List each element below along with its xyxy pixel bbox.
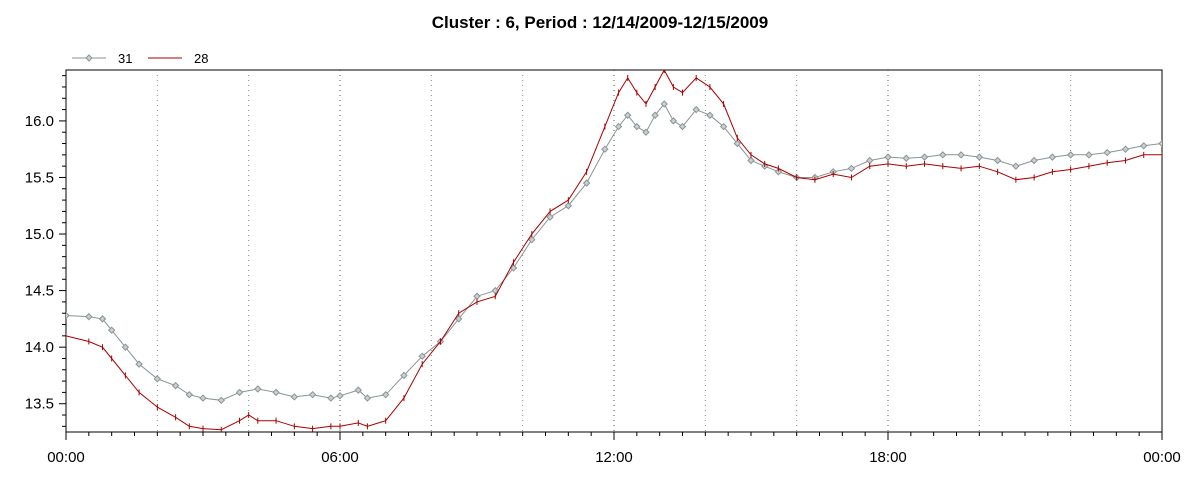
data-point: [185, 390, 194, 399]
data-point: [669, 117, 678, 125]
data-point: [1158, 139, 1162, 148]
data-point: [98, 315, 107, 323]
data-point: [633, 122, 641, 131]
data-point: [993, 156, 1002, 165]
y-tick-label: 16.0: [25, 113, 54, 130]
data-point: [418, 352, 426, 360]
data-point: [1103, 148, 1111, 157]
data-point: [199, 394, 207, 402]
data-point: [582, 179, 591, 187]
x-tick-label: 00:00: [1143, 449, 1181, 466]
chart-title: Cluster : 6, Period : 12/14/2009-12/15/2…: [431, 13, 769, 32]
y-tick-label: 15.5: [25, 169, 54, 186]
data-point: [651, 111, 659, 119]
data-point: [642, 128, 650, 136]
data-point: [381, 390, 390, 399]
data-point: [564, 202, 573, 210]
data-point: [354, 386, 362, 394]
series-31: [66, 100, 1162, 405]
data-point: [614, 122, 623, 131]
data-point: [1140, 142, 1148, 150]
data-point: [135, 360, 143, 368]
series-28: [66, 70, 1162, 432]
data-point: [1121, 145, 1130, 153]
data-point: [528, 235, 536, 244]
y-tick-label: 13.5: [25, 396, 54, 413]
data-point: [884, 153, 892, 161]
data-point: [290, 393, 299, 401]
data-point: [733, 139, 742, 148]
legend-marker-31: [85, 54, 93, 62]
data-point: [546, 213, 554, 221]
data-point: [153, 375, 162, 383]
y-tick-label: 15.0: [25, 226, 54, 243]
data-point: [1012, 162, 1020, 170]
data-point: [107, 326, 116, 334]
data-point: [957, 151, 965, 159]
x-tick-label: 00:00: [47, 449, 85, 466]
legend-label-31: 31: [118, 51, 132, 66]
data-point: [308, 390, 317, 399]
data-point: [774, 168, 783, 176]
data-point: [1085, 151, 1093, 159]
x-tick-label: 18:00: [869, 449, 907, 466]
series-line-28: [66, 70, 1162, 431]
data-point: [235, 388, 244, 397]
data-point: [601, 145, 609, 153]
data-point: [1030, 156, 1038, 165]
legend: 31 28: [72, 51, 208, 66]
data-point: [217, 396, 225, 405]
data-point: [692, 105, 700, 114]
data-point: [847, 164, 856, 173]
data-point: [272, 388, 280, 397]
data-point: [1048, 153, 1057, 161]
y-tick-label: 14.5: [25, 283, 54, 300]
data-point: [85, 312, 93, 321]
legend-label-28: 28: [194, 51, 208, 66]
data-point: [327, 394, 335, 402]
data-point: [975, 153, 984, 161]
x-tick-label: 12:00: [595, 449, 633, 466]
data-point: [121, 343, 130, 351]
data-point: [1066, 151, 1075, 159]
data-point: [171, 381, 180, 390]
x-tick-label: 06:00: [321, 449, 359, 466]
data-point: [455, 315, 463, 323]
data-point: [336, 392, 344, 400]
data-point: [623, 111, 632, 119]
data-point: [719, 122, 728, 131]
data-point: [66, 311, 70, 320]
data-point: [400, 371, 408, 380]
data-point: [706, 111, 714, 119]
data-point: [660, 100, 668, 108]
data-point: [747, 156, 755, 165]
data-point: [939, 151, 947, 159]
data-point: [678, 122, 687, 131]
y-tick-label: 14.0: [25, 339, 54, 356]
data-point: [866, 156, 874, 165]
data-point: [254, 385, 262, 393]
data-point: [920, 153, 929, 161]
data-point: [363, 394, 372, 402]
data-point: [902, 154, 910, 162]
